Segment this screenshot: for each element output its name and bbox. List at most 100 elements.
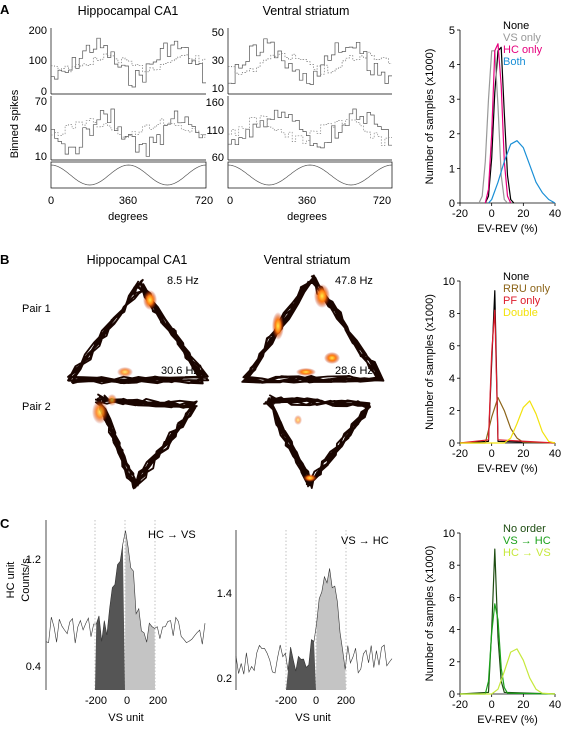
hc-xlabel: degrees bbox=[108, 211, 148, 223]
y-tick-label: 4 bbox=[449, 373, 455, 385]
x-tick-label: 40 bbox=[549, 448, 561, 460]
hc-bot-ytick: 70 bbox=[35, 96, 47, 108]
y-tick-label: 6 bbox=[449, 341, 455, 353]
hc-xtick: 360 bbox=[119, 195, 137, 207]
track-heatmap-hc-pair1 bbox=[67, 278, 210, 385]
series-line bbox=[459, 309, 556, 444]
series-line bbox=[460, 397, 556, 444]
y-tick-label: 2 bbox=[449, 129, 455, 141]
y-tick-label: 5 bbox=[449, 25, 455, 37]
series-line bbox=[484, 43, 512, 204]
legend-entry: No order bbox=[503, 523, 546, 535]
xcorr-mid-xtick: -200 bbox=[275, 695, 297, 707]
x-tick-label: 40 bbox=[549, 699, 561, 711]
xcorr-mid-xtick: 0 bbox=[313, 695, 319, 707]
track-heatmap-vs-pair1 bbox=[241, 274, 385, 384]
y-tick-label: 0 bbox=[449, 438, 455, 450]
track-heatmap-hc-pair2 bbox=[92, 393, 198, 490]
vs-xtick: 0 bbox=[227, 195, 233, 207]
x-axis-label: EV-REV (%) bbox=[477, 223, 538, 235]
series-line bbox=[478, 50, 508, 204]
xcorr-left-ytick: 1.2 bbox=[26, 554, 41, 566]
x-tick-label: 20 bbox=[517, 208, 529, 220]
hc-top-ytick: 100 bbox=[29, 55, 47, 67]
y-tick-label: 2 bbox=[449, 406, 455, 418]
track-heatmap-vs-pair2 bbox=[263, 394, 372, 489]
vs-bot-ytick: 160 bbox=[206, 97, 224, 109]
panel-c-letter: C bbox=[0, 516, 10, 531]
rate-hc-pair1: 8.5 Hz bbox=[167, 275, 199, 287]
vs-xtick: 720 bbox=[373, 195, 391, 207]
pair-1-label: Pair 1 bbox=[22, 303, 51, 315]
series-line bbox=[460, 603, 556, 695]
panel-b: B Hippocampal CA1 Ventral striatum Pair … bbox=[0, 252, 385, 490]
x-tick-label: -20 bbox=[452, 699, 468, 711]
hc-bot-ytick: 10 bbox=[35, 151, 47, 163]
legend-entry: None bbox=[503, 20, 529, 32]
x-axis-label: EV-REV (%) bbox=[477, 714, 538, 726]
y-tick-label: 3 bbox=[449, 94, 455, 106]
hc-top-ytick: 200 bbox=[29, 25, 47, 37]
panel-a-letter: A bbox=[0, 2, 10, 17]
vs-top-ytick: 50 bbox=[212, 27, 224, 39]
x-tick-label: 20 bbox=[517, 699, 529, 711]
panel-c-ylabel-1: HC unit bbox=[5, 562, 17, 599]
series-line bbox=[484, 46, 515, 204]
x-tick-label: 0 bbox=[489, 208, 495, 220]
legend-entry: None bbox=[503, 271, 529, 283]
panel-a-vs-plots bbox=[227, 28, 393, 189]
legend-entry: HC only bbox=[503, 44, 543, 56]
series-line bbox=[460, 648, 556, 695]
y-tick-label: 0 bbox=[449, 689, 455, 701]
legend-entry: Double bbox=[503, 307, 538, 319]
y-tick-label: 8 bbox=[449, 308, 455, 320]
series-line bbox=[459, 548, 556, 695]
panel-c-ylabel-2: Counts/s bbox=[20, 558, 32, 602]
panel-a-hc-title: Hippocampal CA1 bbox=[78, 4, 179, 18]
xcorr-left-xtick: 200 bbox=[149, 695, 167, 707]
pair-2-label: Pair 2 bbox=[22, 401, 51, 413]
x-axis-label: EV-REV (%) bbox=[477, 463, 538, 475]
y-axis-label: Number of samples (x1000) bbox=[424, 546, 436, 682]
legend-entry: HC → VS bbox=[503, 547, 551, 559]
xcorr-hc-vs-label: HC → VS bbox=[148, 529, 196, 541]
vs-top-ytick: 10 bbox=[212, 83, 224, 95]
xcorr-vs-hc bbox=[235, 530, 393, 690]
series-line bbox=[460, 400, 556, 444]
x-tick-label: 20 bbox=[517, 448, 529, 460]
vs-bot-ytick: 110 bbox=[206, 125, 224, 137]
xcorr-left-xtick: 0 bbox=[124, 695, 130, 707]
y-tick-label: 8 bbox=[449, 560, 455, 572]
y-axis-label: Number of samples (x1000) bbox=[424, 49, 436, 185]
hc-top-ytick: 0 bbox=[41, 86, 47, 98]
y-tick-label: 6 bbox=[449, 592, 455, 604]
y-tick-label: 1 bbox=[449, 163, 455, 175]
panel-a-vs-title: Ventral striatum bbox=[263, 4, 350, 18]
rate-vs-pair1: 47.8 Hz bbox=[335, 275, 373, 287]
y-tick-label: 4 bbox=[449, 625, 455, 637]
panel-c: C HC unit Counts/s HC → VS 1.2 0.4 VS → … bbox=[0, 516, 393, 724]
xcorr-left-xlabel: VS unit bbox=[108, 712, 143, 724]
rate-vs-pair2: 28.6 Hz bbox=[335, 365, 373, 377]
hc-xtick: 720 bbox=[195, 195, 213, 207]
xcorr-vs-hc-label: VS → HC bbox=[341, 535, 389, 547]
y-tick-label: 0 bbox=[449, 198, 455, 210]
panel-b-vs-title: Ventral striatum bbox=[264, 253, 351, 267]
hc-xtick: 0 bbox=[48, 195, 54, 207]
y-tick-label: 2 bbox=[449, 657, 455, 669]
y-tick-label: 10 bbox=[443, 276, 455, 288]
legend-entry: RRU only bbox=[503, 283, 551, 295]
panel-a-ylabel: Binned spikes bbox=[9, 89, 21, 158]
x-tick-label: -20 bbox=[452, 208, 468, 220]
xcorr-mid-ytick: 0.2 bbox=[217, 673, 232, 685]
panel-b-hc-title: Hippocampal CA1 bbox=[87, 253, 188, 267]
rate-hc-pair2: 30.6 Hz bbox=[161, 365, 199, 377]
vs-xlabel: degrees bbox=[287, 211, 327, 223]
y-tick-label: 4 bbox=[449, 60, 455, 72]
legend-entry: Both bbox=[503, 56, 526, 68]
xcorr-hc-vs bbox=[45, 520, 206, 690]
